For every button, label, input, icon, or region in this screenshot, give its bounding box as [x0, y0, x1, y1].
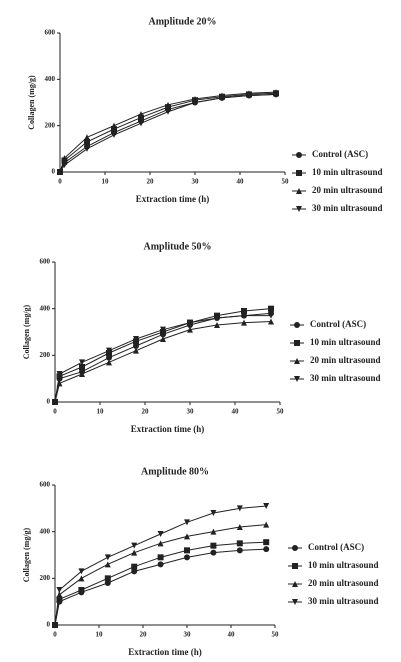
data-point: [131, 543, 137, 549]
x-tick-label: 0: [53, 408, 57, 416]
series-line: [55, 549, 266, 625]
legend-marker: [296, 170, 302, 176]
y-tick-label: 200: [40, 574, 51, 582]
legend-label: 20 min ultrasound: [312, 185, 383, 195]
series-line: [55, 525, 266, 625]
data-point: [78, 575, 84, 581]
data-point: [263, 539, 269, 545]
y-axis-label: Collagen (mg/g): [27, 75, 36, 130]
data-point: [111, 123, 117, 129]
y-tick-label: 0: [47, 621, 51, 629]
data-point: [210, 550, 216, 556]
figure: Amplitude 20%020040060001020304050Extrac…: [0, 0, 401, 662]
data-point: [210, 543, 216, 549]
data-point: [184, 519, 190, 525]
y-tick-label: 0: [47, 398, 51, 406]
y-tick-label: 400: [40, 527, 51, 535]
legend-label: 20 min ultrasound: [308, 578, 379, 588]
y-tick-label: 200: [45, 121, 56, 129]
x-tick-label: 30: [184, 631, 192, 639]
chart-title: Amplitude 20%: [148, 16, 216, 27]
x-tick-label: 0: [58, 178, 62, 186]
x-tick-label: 50: [277, 408, 285, 416]
y-tick-label: 400: [40, 304, 51, 312]
data-point: [131, 550, 137, 556]
series-line: [55, 313, 271, 402]
data-point: [138, 120, 144, 126]
data-point: [105, 554, 111, 560]
data-point: [56, 587, 62, 593]
y-axis-label: Collagen (mg/g): [22, 527, 31, 582]
data-point: [158, 531, 164, 537]
y-axis-label: Collagen (mg/g): [22, 304, 31, 359]
legend-label: Control (ASC): [312, 149, 368, 159]
x-tick-label: 20: [140, 631, 148, 639]
x-tick-label: 10: [97, 408, 105, 416]
legend-label: 10 min ultrasound: [312, 167, 383, 177]
data-point: [165, 109, 171, 115]
data-point: [158, 554, 164, 560]
x-tick-label: 30: [187, 408, 195, 416]
x-tick-label: 50: [282, 178, 290, 186]
data-point: [158, 561, 164, 567]
x-tick-label: 0: [53, 631, 57, 639]
y-tick-label: 400: [45, 75, 56, 83]
legend-label: 30 min ultrasound: [310, 373, 381, 383]
legend-marker: [296, 152, 302, 158]
chart-title: Amplitude 50%: [143, 241, 211, 252]
data-point: [158, 540, 164, 546]
legend-label: Control (ASC): [308, 542, 364, 552]
legend-marker: [294, 340, 300, 346]
x-tick-label: 20: [142, 408, 150, 416]
x-tick-label: 40: [228, 631, 236, 639]
y-tick-label: 0: [52, 168, 56, 176]
legend-marker: [292, 563, 298, 569]
legend-label: 10 min ultrasound: [310, 337, 381, 347]
data-point: [78, 587, 84, 593]
legend-label: 30 min ultrasound: [308, 596, 379, 606]
data-point: [133, 348, 139, 354]
x-tick-label: 10: [96, 631, 104, 639]
data-point: [184, 554, 190, 560]
chart-title: Amplitude 80%: [141, 466, 209, 477]
data-point: [111, 132, 117, 138]
y-tick-label: 200: [40, 351, 51, 359]
data-point: [105, 575, 111, 581]
data-point: [237, 547, 243, 553]
data-point: [105, 561, 111, 567]
data-point: [263, 546, 269, 552]
data-point: [184, 547, 190, 553]
x-tick-label: 50: [272, 631, 280, 639]
y-tick-label: 600: [40, 481, 51, 489]
x-axis-label: Extraction time (h): [128, 647, 201, 657]
legend-label: 10 min ultrasound: [308, 560, 379, 570]
y-tick-label: 600: [40, 258, 51, 266]
x-tick-label: 20: [147, 178, 155, 186]
x-tick-label: 30: [192, 178, 200, 186]
data-point: [84, 134, 90, 140]
data-point: [268, 306, 274, 312]
x-tick-label: 40: [232, 408, 240, 416]
x-axis-label: Extraction time (h): [136, 194, 209, 204]
legend-marker: [294, 322, 300, 328]
x-tick-label: 40: [237, 178, 245, 186]
data-point: [138, 111, 144, 117]
legend-marker: [292, 545, 298, 551]
data-point: [160, 336, 166, 342]
legend-label: 20 min ultrasound: [310, 355, 381, 365]
y-tick-label: 600: [45, 29, 56, 37]
legend-label: 30 min ultrasound: [312, 203, 383, 213]
data-point: [106, 359, 112, 365]
x-tick-label: 10: [102, 178, 110, 186]
x-axis-label: Extraction time (h): [131, 424, 204, 434]
legend-label: Control (ASC): [310, 319, 366, 329]
data-point: [131, 564, 137, 570]
data-point: [237, 540, 243, 546]
